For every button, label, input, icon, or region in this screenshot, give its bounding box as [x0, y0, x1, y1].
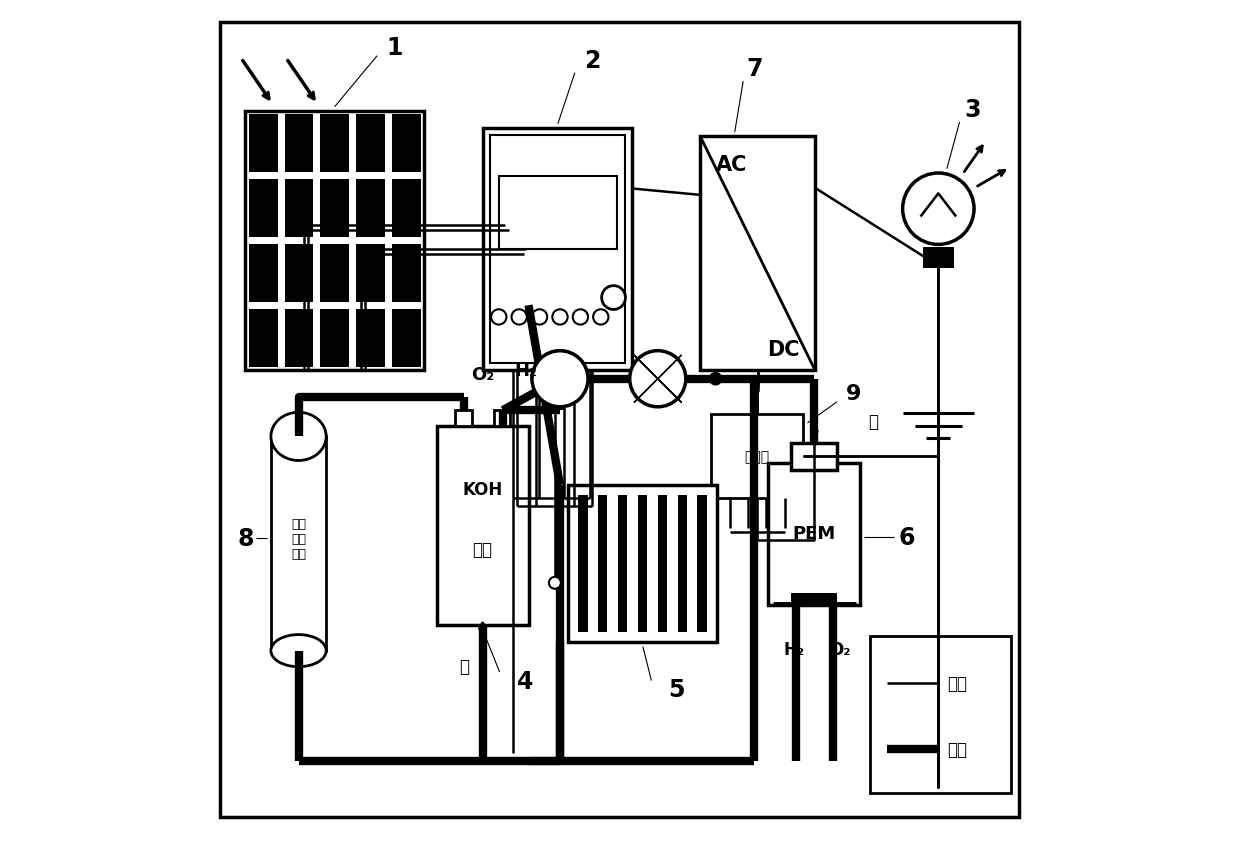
- Circle shape: [629, 351, 686, 407]
- Bar: [356, 180, 385, 238]
- Bar: [392, 115, 420, 173]
- Bar: [711, 415, 803, 498]
- Text: 汇流箱: 汇流箱: [745, 450, 769, 463]
- Ellipse shape: [271, 413, 326, 461]
- Bar: [271, 437, 326, 651]
- Text: AC: AC: [716, 154, 747, 175]
- Circle shape: [572, 310, 589, 325]
- Bar: [579, 496, 587, 632]
- Circle shape: [602, 286, 626, 310]
- Text: H₂: H₂: [514, 362, 538, 380]
- Bar: [700, 137, 815, 371]
- Bar: [792, 443, 838, 470]
- Bar: [356, 115, 385, 173]
- Text: 氧气
收集
装置: 氧气 收集 装置: [291, 517, 306, 560]
- Text: 6: 6: [898, 526, 916, 550]
- Bar: [392, 309, 420, 367]
- Text: PEM: PEM: [793, 524, 836, 542]
- Bar: [658, 496, 667, 632]
- Bar: [569, 486, 717, 642]
- Bar: [392, 245, 420, 302]
- Bar: [249, 115, 278, 173]
- Bar: [436, 426, 529, 625]
- Bar: [493, 411, 510, 426]
- Bar: [455, 411, 472, 426]
- Bar: [320, 309, 349, 367]
- Bar: [638, 496, 647, 632]
- Text: 电路: 电路: [947, 674, 966, 692]
- Circle shape: [512, 310, 527, 325]
- Bar: [249, 245, 278, 302]
- Text: 溶液: 溶液: [472, 541, 493, 559]
- Bar: [320, 245, 349, 302]
- Bar: [491, 135, 626, 364]
- Circle shape: [903, 174, 974, 245]
- Bar: [768, 463, 860, 605]
- Text: 5: 5: [668, 677, 685, 701]
- Bar: [285, 309, 313, 367]
- Text: KOH: KOH: [462, 481, 503, 499]
- Text: 3: 3: [964, 98, 980, 122]
- Bar: [285, 180, 313, 238]
- Circle shape: [532, 351, 589, 407]
- Text: 9: 9: [846, 383, 861, 404]
- Bar: [285, 245, 313, 302]
- Bar: [356, 309, 385, 367]
- Circle shape: [593, 310, 608, 325]
- Bar: [923, 248, 954, 269]
- Text: 水: 水: [869, 412, 878, 431]
- Ellipse shape: [271, 635, 326, 667]
- Bar: [249, 180, 278, 238]
- Text: H₂: H₂: [783, 641, 804, 659]
- Bar: [698, 496, 706, 632]
- Text: 管道: 管道: [947, 740, 966, 758]
- Bar: [678, 496, 686, 632]
- Polygon shape: [634, 355, 681, 379]
- Circle shape: [549, 577, 561, 589]
- Text: O₂: O₂: [471, 366, 494, 384]
- Bar: [245, 112, 424, 371]
- Bar: [356, 245, 385, 302]
- Bar: [870, 636, 1011, 793]
- Text: O₂: O₂: [829, 641, 851, 659]
- Bar: [320, 115, 349, 173]
- Text: DC: DC: [767, 340, 799, 360]
- Bar: [598, 496, 607, 632]
- Bar: [483, 129, 632, 371]
- Text: 1: 1: [387, 36, 403, 60]
- Text: 水: 水: [460, 658, 470, 676]
- Polygon shape: [634, 379, 681, 403]
- Text: 7: 7: [746, 57, 763, 81]
- Bar: [792, 594, 838, 605]
- Circle shape: [553, 310, 567, 325]
- Bar: [499, 177, 617, 250]
- Circle shape: [491, 310, 507, 325]
- Circle shape: [532, 310, 548, 325]
- Bar: [618, 496, 627, 632]
- Text: 2: 2: [584, 49, 600, 72]
- Circle shape: [709, 372, 722, 386]
- Bar: [320, 180, 349, 238]
- Bar: [392, 180, 420, 238]
- Text: 8: 8: [238, 527, 254, 550]
- Text: 4: 4: [517, 669, 533, 693]
- Bar: [285, 115, 313, 173]
- Bar: [249, 309, 278, 367]
